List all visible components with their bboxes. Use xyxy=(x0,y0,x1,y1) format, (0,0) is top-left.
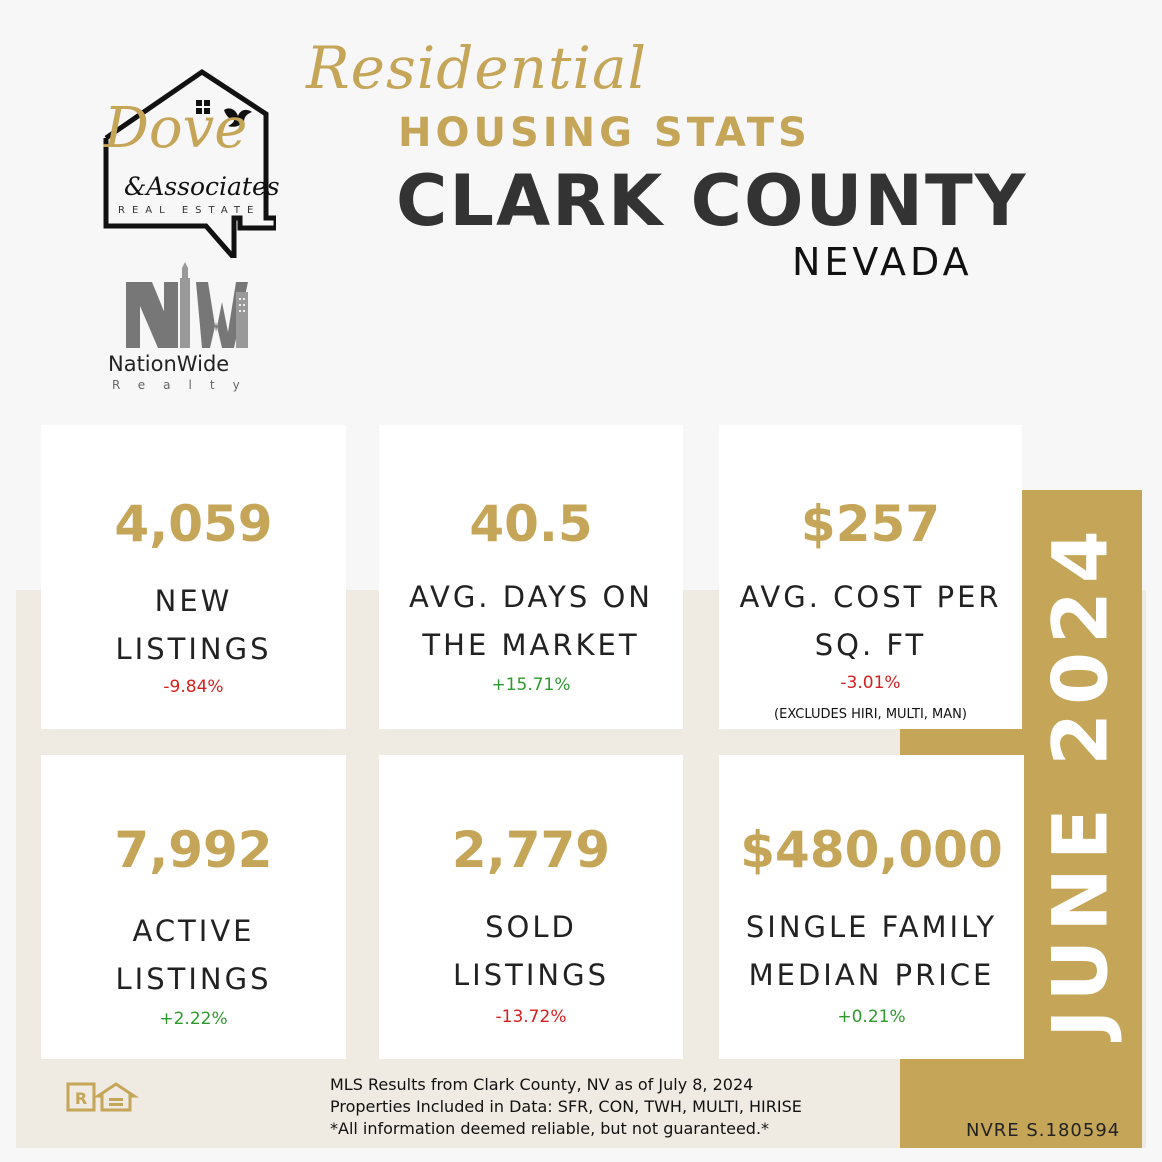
compliance-badges: R xyxy=(66,1082,139,1112)
stat-value: 7,992 xyxy=(114,821,273,879)
stat-label-line2: LISTINGS xyxy=(115,962,272,996)
header-county: CLARK COUNTY xyxy=(396,160,1028,242)
header-script-title: Residential xyxy=(306,34,648,102)
dove-bird-icon xyxy=(224,108,252,127)
nationwide-logo-name: NationWide xyxy=(108,352,230,376)
dove-logo-associates: &Associates xyxy=(124,172,280,201)
stat-label-line2: THE MARKET xyxy=(422,628,640,662)
stat-label-line1: ACTIVE xyxy=(132,914,255,948)
stat-label-line2: MEDIAN PRICE xyxy=(748,958,995,992)
house-outline-icon xyxy=(103,68,276,258)
stat-change: +2.22% xyxy=(159,1009,228,1029)
stat-card-avg-days: 40.5 AVG. DAYS ON THE MARKET +15.71% xyxy=(379,425,683,729)
stat-label-line1: SOLD xyxy=(485,910,577,944)
stat-change: -3.01% xyxy=(840,673,901,693)
stat-value: $257 xyxy=(800,495,941,553)
nationwide-logo-icon xyxy=(126,262,248,348)
stat-card-cost-per-sqft: $257 AVG. COST PER SQ. FT -3.01% (EXCLUD… xyxy=(719,425,1022,729)
month-label: JUNE 2024 xyxy=(1035,522,1125,1038)
stat-label-line2: SQ. FT xyxy=(814,628,927,662)
svg-text:R: R xyxy=(75,1089,87,1108)
stat-value: 40.5 xyxy=(469,495,593,553)
header-subtitle: HOUSING STATS xyxy=(398,110,811,156)
stat-label-line1: NEW xyxy=(154,584,233,618)
stat-card-median-price: $480,000 SINGLE FAMILY MEDIAN PRICE +0.2… xyxy=(719,755,1024,1059)
footer-line-3: *All information deemed reliable, but no… xyxy=(330,1119,770,1138)
stat-label-line1: AVG. COST PER xyxy=(739,580,1002,614)
stat-change: -13.72% xyxy=(495,1007,567,1027)
footer-line-2: Properties Included in Data: SFR, CON, T… xyxy=(330,1097,802,1116)
stat-card-sold-listings: 2,779 SOLD LISTINGS -13.72% xyxy=(379,755,683,1059)
stat-value: 2,779 xyxy=(451,821,611,879)
stat-card-new-listings: 4,059 NEW LISTINGS -9.84% xyxy=(41,425,346,729)
stat-label-line1: AVG. DAYS ON xyxy=(409,580,653,614)
stat-label-line1: SINGLE FAMILY xyxy=(745,910,998,944)
header-state: NEVADA xyxy=(792,240,973,284)
stat-card-active-listings: 7,992 ACTIVE LISTINGS +2.22% xyxy=(41,755,346,1059)
nationwide-logo-sub: Realty xyxy=(112,378,258,392)
equal-housing-icon xyxy=(93,1082,139,1112)
license-number: NVRE S.180594 xyxy=(966,1120,1121,1141)
stat-value: 4,059 xyxy=(114,495,273,553)
stat-label-line2: LISTINGS xyxy=(453,958,609,992)
stat-note: (EXCLUDES HIRI, MULTI, MAN) xyxy=(774,707,967,722)
stat-change: +0.21% xyxy=(837,1007,906,1027)
realtor-icon: R xyxy=(66,1082,96,1112)
stat-change: -9.84% xyxy=(163,677,224,697)
footer-disclaimer: MLS Results from Clark County, NV as of … xyxy=(330,1074,802,1140)
dove-logo-word: Dove xyxy=(104,96,248,161)
footer-line-1: MLS Results from Clark County, NV as of … xyxy=(330,1075,754,1094)
stat-change: +15.71% xyxy=(491,675,571,695)
dove-logo-tagline: REAL ESTATE xyxy=(118,205,261,216)
stat-label-line2: LISTINGS xyxy=(115,632,272,666)
stat-value: $480,000 xyxy=(740,821,1003,879)
